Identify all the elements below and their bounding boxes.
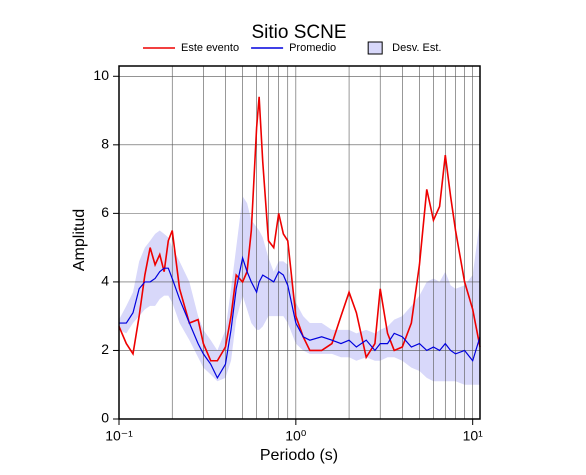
legend-label: Promedio <box>289 42 336 54</box>
plot-frame <box>118 65 481 420</box>
y-tick-label: 6 <box>101 204 109 220</box>
chart-title: Sitio SCNE <box>251 22 346 43</box>
legend-swatch <box>367 41 383 55</box>
x-tick-label: 10⁰ <box>285 428 307 444</box>
std-band <box>119 196 480 385</box>
series-line <box>118 96 481 362</box>
x-tick-label: 10¹ <box>463 428 484 444</box>
series-line <box>119 255 481 380</box>
x-tick-label: 10⁻¹ <box>105 428 133 444</box>
y-tick-label: 8 <box>101 136 109 152</box>
y-tick-label: 2 <box>101 341 109 357</box>
y-tick-label: 10 <box>93 67 109 83</box>
x-axis-label: Periodo (s) <box>260 447 338 464</box>
y-tick-label: 0 <box>101 410 109 426</box>
legend-label: Desv. Est. <box>392 42 441 54</box>
y-axis-label: Amplitud <box>71 209 88 271</box>
y-tick-label: 4 <box>101 273 109 289</box>
legend-label: Este evento <box>181 42 239 54</box>
